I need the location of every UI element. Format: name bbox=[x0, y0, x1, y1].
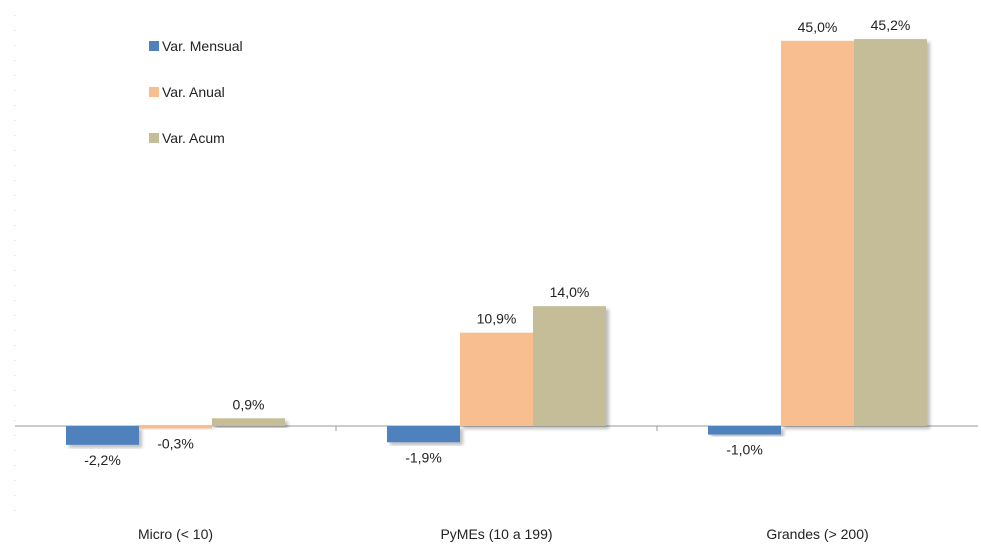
bar-var-mensual-2 bbox=[708, 426, 781, 435]
x-tick-label: Grandes (> 200) bbox=[766, 526, 868, 542]
x-tick-label: Micro (< 10) bbox=[138, 526, 213, 542]
legend-swatch bbox=[149, 133, 159, 143]
legend-swatch bbox=[149, 87, 159, 97]
x-tick-label: PyMEs (10 a 199) bbox=[440, 526, 552, 542]
data-label: -2,2% bbox=[84, 452, 121, 468]
data-label: 10,9% bbox=[477, 311, 517, 327]
bar-var-acum-0 bbox=[212, 418, 285, 426]
bar-var-mensual-1 bbox=[387, 426, 460, 443]
data-label: -1,0% bbox=[726, 442, 763, 458]
data-label: -1,9% bbox=[405, 449, 442, 465]
data-label: 45,2% bbox=[871, 17, 911, 33]
bar-var-anual-2 bbox=[781, 40, 854, 427]
legend-label: Var. Acum bbox=[162, 130, 225, 146]
bar-var-mensual-0 bbox=[66, 426, 139, 445]
data-label: -0,3% bbox=[157, 436, 194, 452]
legend-swatch bbox=[149, 41, 159, 51]
bar-var-acum-2 bbox=[854, 39, 927, 426]
bars-layer bbox=[66, 39, 927, 445]
legend: Var. Mensual Var. Anual Var. Acum bbox=[149, 38, 243, 146]
data-label: 0,9% bbox=[233, 396, 265, 412]
legend-label: Var. Mensual bbox=[162, 38, 243, 54]
bar-var-acum-1 bbox=[533, 306, 606, 426]
data-label: 45,0% bbox=[798, 19, 838, 35]
bar-var-anual-0 bbox=[139, 426, 212, 429]
labels-layer: -2,2% -0,3% 0,9% Micro (< 10) -1,9% 10,9% 14,0… bbox=[84, 17, 910, 542]
legend-label: Var. Anual bbox=[162, 84, 225, 100]
bar-var-anual-1 bbox=[460, 332, 533, 426]
data-label: 14,0% bbox=[550, 284, 590, 300]
